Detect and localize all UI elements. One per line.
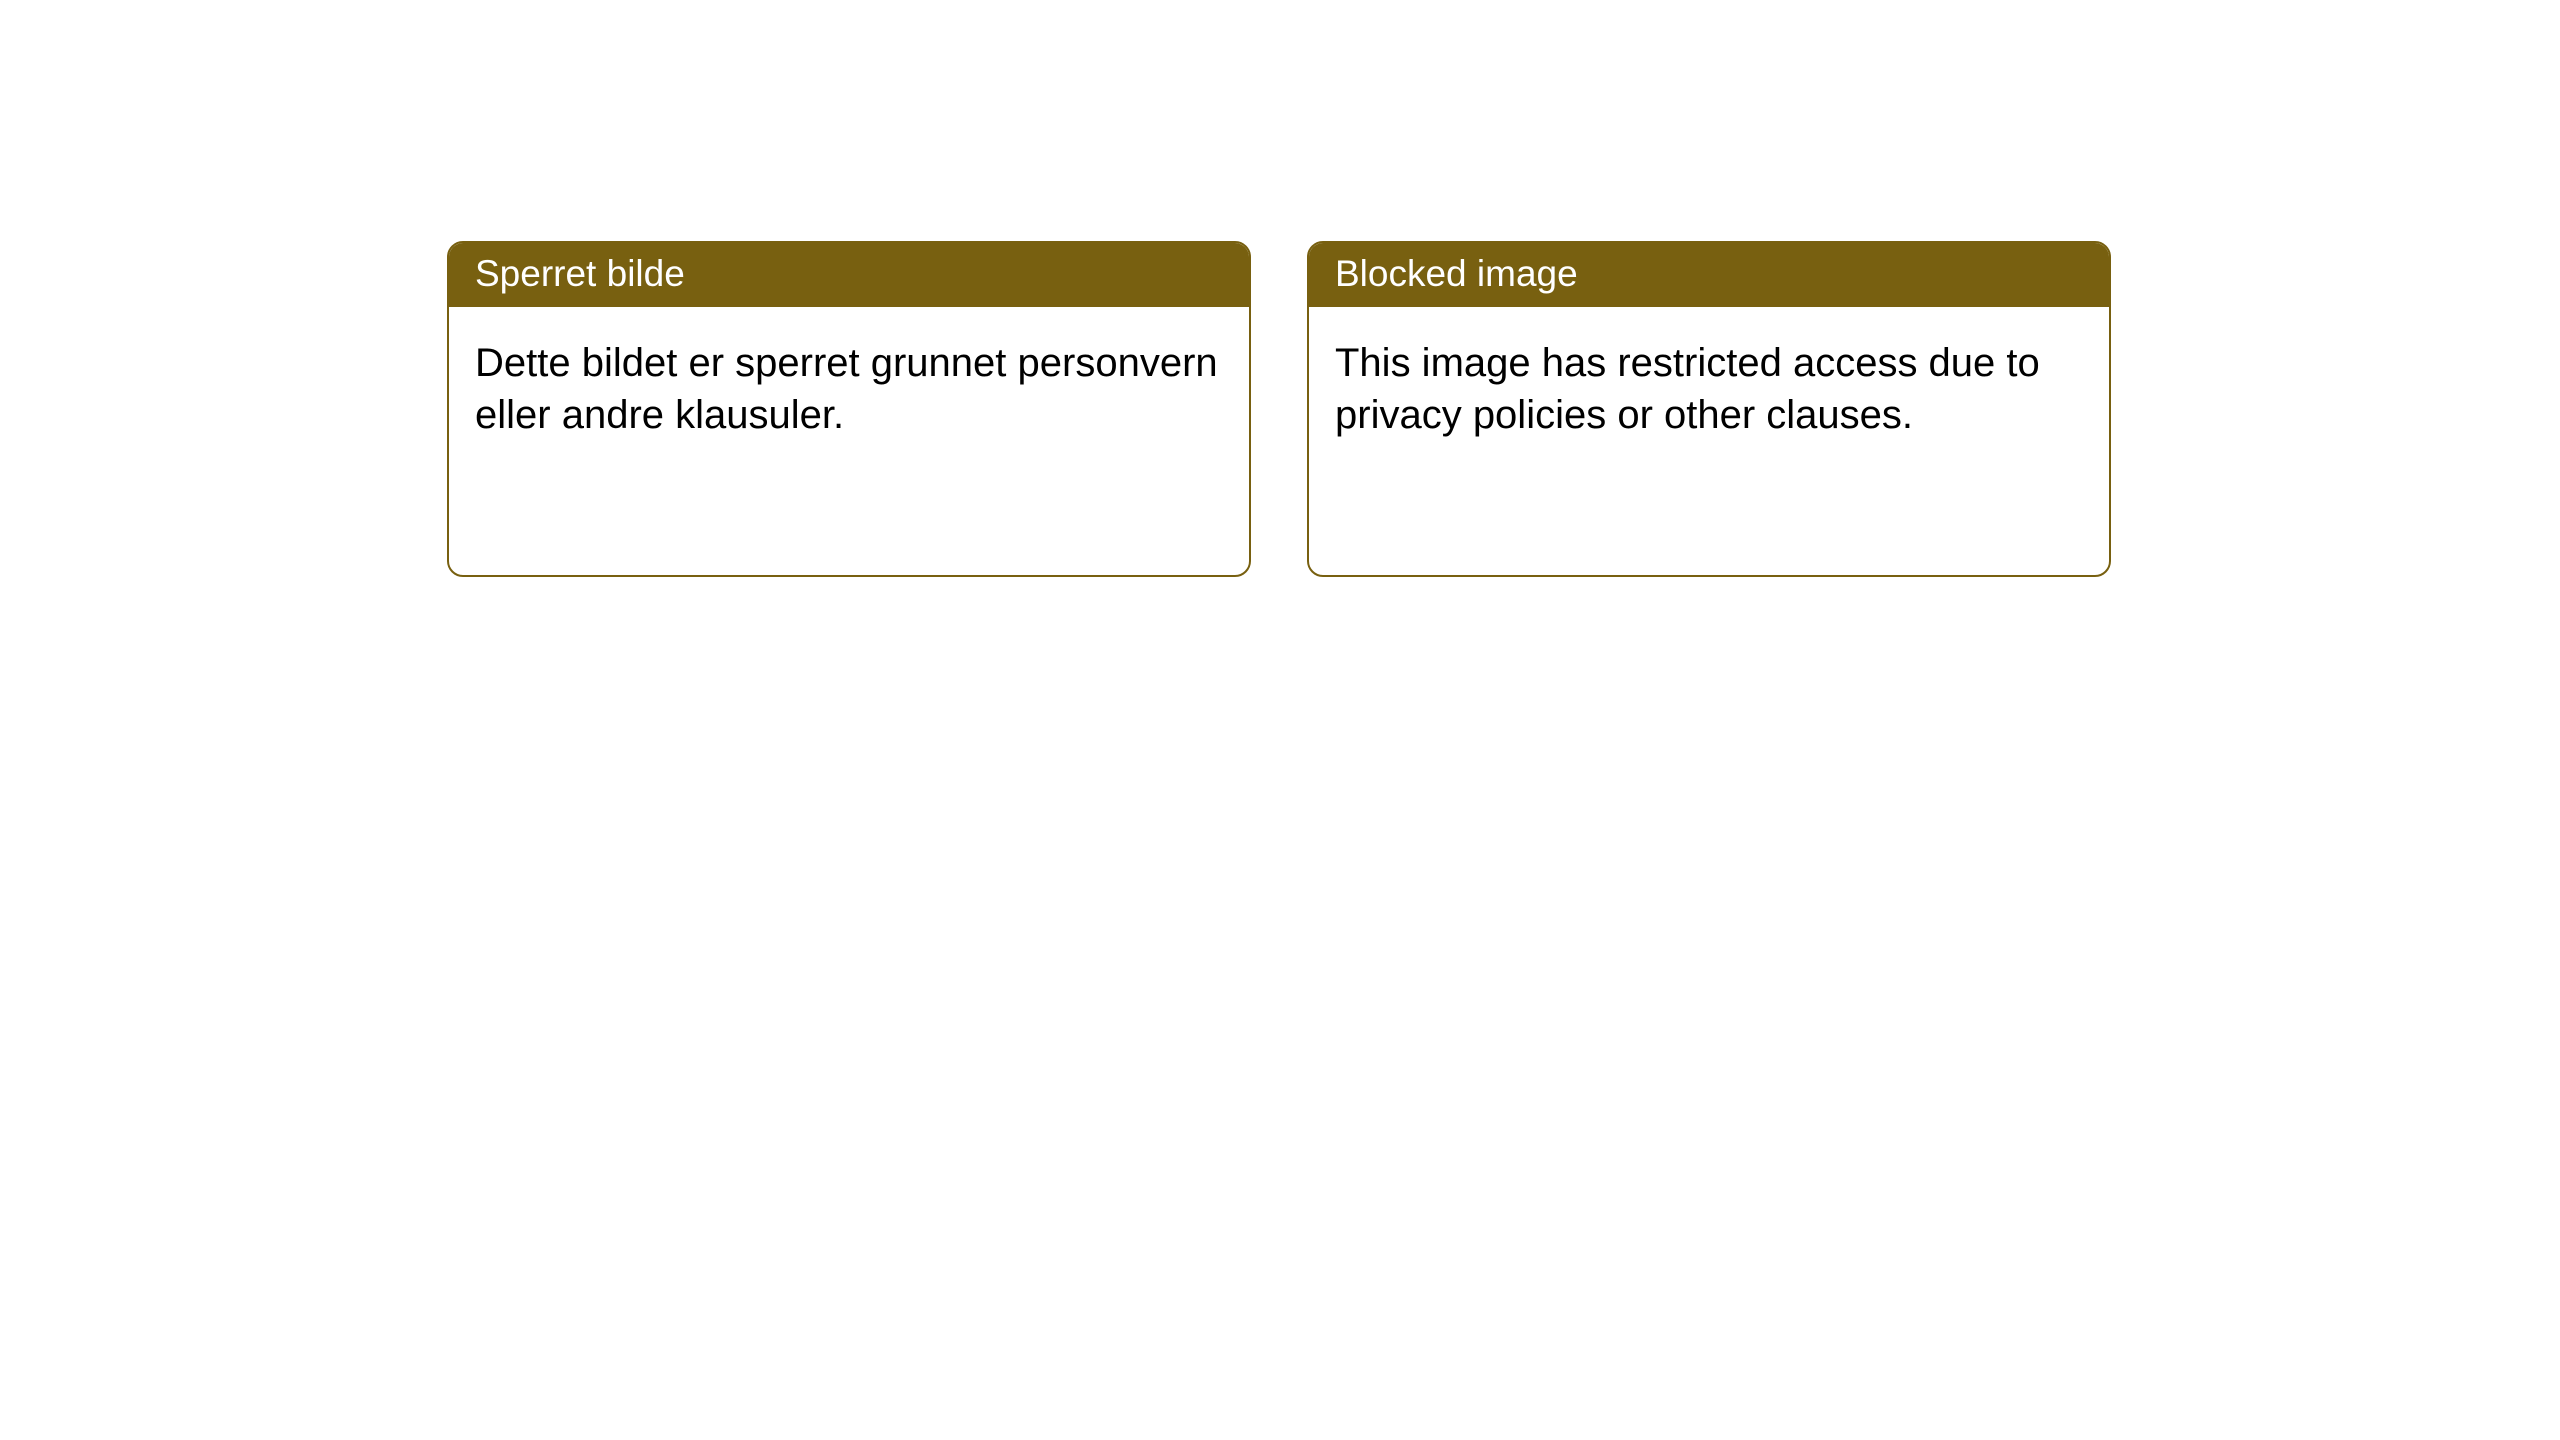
card-body: Dette bildet er sperret grunnet personve… xyxy=(449,307,1249,471)
notice-card-english: Blocked image This image has restricted … xyxy=(1307,241,2111,577)
notice-container: Sperret bilde Dette bildet er sperret gr… xyxy=(447,241,2111,577)
notice-card-norwegian: Sperret bilde Dette bildet er sperret gr… xyxy=(447,241,1251,577)
card-header: Sperret bilde xyxy=(449,243,1249,307)
card-body: This image has restricted access due to … xyxy=(1309,307,2109,471)
card-header: Blocked image xyxy=(1309,243,2109,307)
